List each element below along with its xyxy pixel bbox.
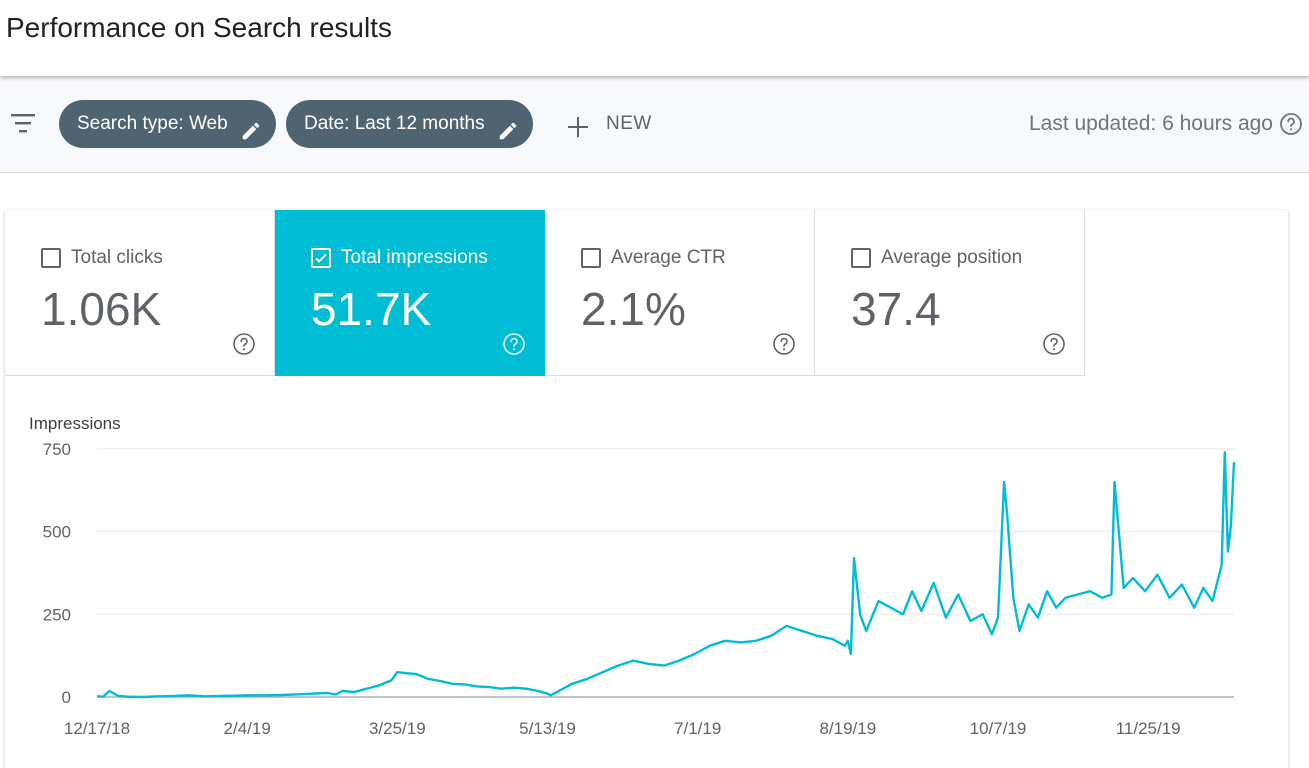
pencil-icon [497, 113, 519, 140]
checkbox-checked-icon[interactable] [311, 248, 331, 268]
x-tick-label: 11/25/19 [1116, 719, 1181, 738]
metric-label: Total impressions [341, 247, 488, 268]
date-range-chip-label: Date: Last 12 months [304, 113, 485, 134]
metric-value: 1.06K [41, 283, 162, 335]
help-circle-icon[interactable] [502, 332, 526, 356]
help-circle-icon[interactable] [1042, 332, 1066, 356]
x-tick-label: 3/25/19 [369, 719, 426, 738]
impressions-chart: Impressions 0 250 500 750 12/17/18 2/4/19 3/25/… [5, 390, 1288, 768]
new-filter-button[interactable]: NEW [566, 100, 652, 148]
metric-label: Total clicks [71, 247, 163, 268]
y-tick-label: 500 [43, 523, 71, 542]
new-filter-label: NEW [606, 113, 652, 134]
y-tick-label: 750 [43, 440, 71, 459]
last-updated-text: Last updated: 6 hours ago [1028, 112, 1273, 135]
pencil-icon [240, 113, 262, 140]
page-header: Performance on Search results [0, 0, 1309, 76]
checkbox-unchecked-icon[interactable] [581, 248, 601, 268]
page-title: Performance on Search results [6, 12, 392, 43]
x-tick-label: 7/1/19 [674, 719, 721, 738]
filter-list-icon[interactable] [9, 112, 37, 136]
impressions-series-line [96, 451, 1236, 699]
date-range-chip[interactable]: Date: Last 12 months [286, 100, 533, 148]
performance-card: Total clicks 1.06K Total impressions 51.… [5, 210, 1288, 768]
metric-value: 37.4 [851, 283, 941, 335]
x-tick-label: 5/13/19 [519, 719, 576, 738]
y-axis-title: Impressions [29, 414, 121, 433]
filter-toolbar: Search type: Web Date: Last 12 months NE… [0, 76, 1309, 173]
search-type-chip[interactable]: Search type: Web [59, 100, 276, 148]
x-tick-label: 2/4/19 [224, 719, 271, 738]
help-circle-icon[interactable] [772, 332, 796, 356]
x-tick-label: 10/7/19 [970, 719, 1027, 738]
metric-value: 2.1% [581, 283, 686, 335]
metric-value: 51.7K [311, 283, 432, 335]
metric-label: Average CTR [611, 247, 726, 268]
impressions-line-chart: Impressions 0 250 500 750 12/17/18 2/4/19 3/25/… [29, 414, 1236, 738]
y-tick-label: 250 [43, 605, 71, 624]
metric-average-ctr[interactable]: Average CTR 2.1% [545, 210, 815, 376]
search-type-chip-label: Search type: Web [77, 113, 228, 134]
checkbox-unchecked-icon[interactable] [41, 248, 61, 268]
metric-average-position[interactable]: Average position 37.4 [815, 210, 1085, 376]
metric-label: Average position [881, 247, 1023, 268]
x-tick-label: 8/19/19 [819, 719, 876, 738]
metric-total-clicks[interactable]: Total clicks 1.06K [5, 210, 275, 376]
metric-total-impressions[interactable]: Total impressions 51.7K [275, 210, 545, 376]
x-tick-label: 12/17/18 [64, 719, 130, 738]
checkbox-unchecked-icon[interactable] [851, 248, 871, 268]
y-tick-label: 0 [62, 688, 71, 707]
help-circle-icon[interactable] [1279, 112, 1303, 136]
plus-icon [566, 110, 590, 137]
help-circle-icon[interactable] [232, 332, 256, 356]
